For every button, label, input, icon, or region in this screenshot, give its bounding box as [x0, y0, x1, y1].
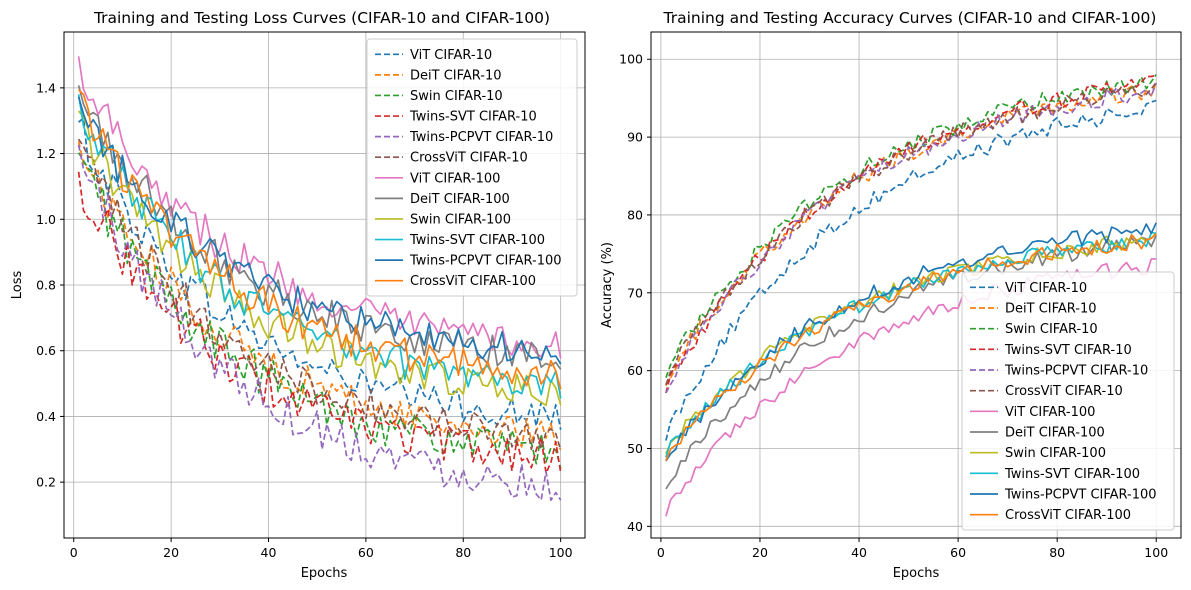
- accuracy-chart-title: Training and Testing Accuracy Curves (CI…: [663, 9, 1157, 27]
- loss-legend-label: ViT CIFAR-100: [410, 171, 500, 186]
- accuracy-x-tick-label: 40: [851, 545, 867, 560]
- loss-legend-label: Twins-SVT CIFAR-10: [409, 110, 537, 125]
- loss-x-tick-label: 100: [549, 545, 573, 560]
- loss-chart: Training and Testing Loss Curves (CIFAR-…: [10, 9, 586, 581]
- accuracy-y-tick-label: 50: [627, 441, 643, 456]
- loss-legend-label: Swin CIFAR-100: [410, 212, 511, 227]
- accuracy-legend-label: ViT CIFAR-100: [1005, 405, 1095, 420]
- accuracy-series-line-0: [665, 99, 1157, 441]
- accuracy-x-tick-label: 20: [752, 545, 768, 560]
- accuracy-y-tick-label: 60: [627, 363, 643, 378]
- accuracy-series-line-9: [665, 231, 1157, 458]
- loss-y-tick-label: 0.4: [36, 409, 56, 424]
- loss-series-line-10: [77, 96, 562, 365]
- loss-x-tick-label: 20: [163, 545, 179, 560]
- loss-series-line-0: [78, 117, 562, 430]
- loss-y-tick-label: 0.6: [36, 343, 56, 358]
- accuracy-ticks: 0 20 40 60 80 100 40 50 60 70 80 90 100: [619, 52, 1168, 560]
- loss-legend-label: Twins-PCPVT CIFAR-10: [409, 130, 553, 145]
- accuracy-y-tick-label: 90: [627, 130, 643, 145]
- loss-legend-label: CrossViT CIFAR-10: [410, 151, 528, 166]
- accuracy-x-axis-label: Epochs: [893, 566, 940, 581]
- loss-series-line-1: [77, 141, 562, 451]
- loss-lines: [77, 56, 562, 502]
- accuracy-chart: Training and Testing Accuracy Curves (CI…: [600, 9, 1182, 581]
- loss-legend-box: [366, 38, 578, 297]
- accuracy-plot-frame: [650, 31, 1182, 539]
- accuracy-legend-label: DeiT CIFAR-100: [1005, 426, 1105, 441]
- accuracy-legend-label: Swin CIFAR-100: [1005, 446, 1106, 461]
- accuracy-series-line-5: [665, 81, 1157, 386]
- loss-x-tick-label: 0: [70, 545, 78, 560]
- accuracy-y-tick-label: 70: [627, 285, 643, 300]
- loss-legend-label: DeiT CIFAR-100: [410, 192, 510, 207]
- loss-series-line-5: [77, 138, 562, 451]
- accuracy-legend-label: CrossViT CIFAR-10: [1005, 384, 1123, 399]
- loss-y-axis-label: Loss: [10, 271, 25, 300]
- accuracy-legend: ViT CIFAR-10 DeiT CIFAR-10 Swin CIFAR-10 Tw…: [961, 271, 1175, 531]
- loss-x-tick-label: 80: [455, 545, 471, 560]
- accuracy-series-line-7: [665, 235, 1157, 490]
- loss-series-line-9: [77, 94, 562, 399]
- loss-ticks: 0 20 40 60 80 100 0.2 0.4 0.6 0.8 1.0 1.2 1.4: [36, 80, 573, 560]
- loss-y-tick-label: 1.0: [36, 212, 56, 227]
- accuracy-x-tick-label: 60: [950, 545, 966, 560]
- loss-legend-label: CrossViT CIFAR-100: [410, 274, 536, 289]
- loss-y-tick-label: 0.8: [36, 278, 56, 293]
- loss-legend-label: ViT CIFAR-10: [410, 48, 492, 63]
- accuracy-y-tick-label: 40: [627, 519, 643, 534]
- accuracy-legend-label: DeiT CIFAR-10: [1005, 302, 1097, 317]
- accuracy-legend-label: CrossViT CIFAR-100: [1005, 508, 1131, 523]
- loss-chart-title: Training and Testing Loss Curves (CIFAR-…: [93, 9, 550, 27]
- accuracy-x-tick-label: 0: [657, 545, 665, 560]
- accuracy-legend-label: ViT CIFAR-10: [1005, 281, 1087, 296]
- loss-series-line-2: [77, 152, 562, 469]
- loss-x-tick-label: 40: [261, 545, 277, 560]
- accuracy-legend-label: Twins-SVT CIFAR-10: [1004, 343, 1132, 358]
- accuracy-lines: [665, 74, 1157, 517]
- accuracy-legend-label: Twins-PCPVT CIFAR-100: [1004, 488, 1157, 503]
- accuracy-series-line-4: [665, 82, 1157, 394]
- loss-series-line-4: [77, 144, 562, 502]
- loss-y-tick-label: 1.4: [36, 80, 56, 95]
- accuracy-legend-label: Twins-PCPVT CIFAR-10: [1004, 364, 1148, 379]
- loss-x-tick-label: 60: [358, 545, 374, 560]
- loss-legend-label: Twins-PCPVT CIFAR-100: [409, 254, 562, 269]
- loss-y-tick-label: 0.2: [36, 475, 56, 490]
- accuracy-legend-box: [961, 271, 1175, 531]
- accuracy-legend-label: Twins-SVT CIFAR-100: [1004, 467, 1140, 482]
- accuracy-y-tick-label: 100: [619, 52, 643, 67]
- loss-legend-label: DeiT CIFAR-10: [410, 68, 502, 83]
- loss-series-line-7: [77, 85, 562, 370]
- loss-series-line-6: [77, 56, 562, 359]
- accuracy-y-axis-label: Accuracy (%): [600, 242, 615, 328]
- loss-legend-label: Swin CIFAR-10: [410, 89, 503, 104]
- accuracy-series-line-11: [665, 233, 1157, 462]
- loss-legend: ViT CIFAR-10 DeiT CIFAR-10 Swin CIFAR-10 Tw…: [366, 38, 578, 297]
- loss-x-axis-label: Epochs: [301, 566, 348, 581]
- accuracy-legend-label: Swin CIFAR-10: [1005, 322, 1098, 337]
- loss-y-tick-label: 1.2: [36, 146, 56, 161]
- loss-legend-label: Twins-SVT CIFAR-100: [409, 233, 545, 248]
- loss-series-line-8: [77, 110, 562, 407]
- loss-series-line-3: [77, 171, 562, 475]
- accuracy-series-line-10: [665, 222, 1157, 462]
- accuracy-x-tick-label: 80: [1049, 545, 1065, 560]
- accuracy-x-tick-label: 100: [1144, 545, 1168, 560]
- loss-series-line-11: [78, 89, 562, 390]
- accuracy-y-tick-label: 80: [627, 207, 643, 222]
